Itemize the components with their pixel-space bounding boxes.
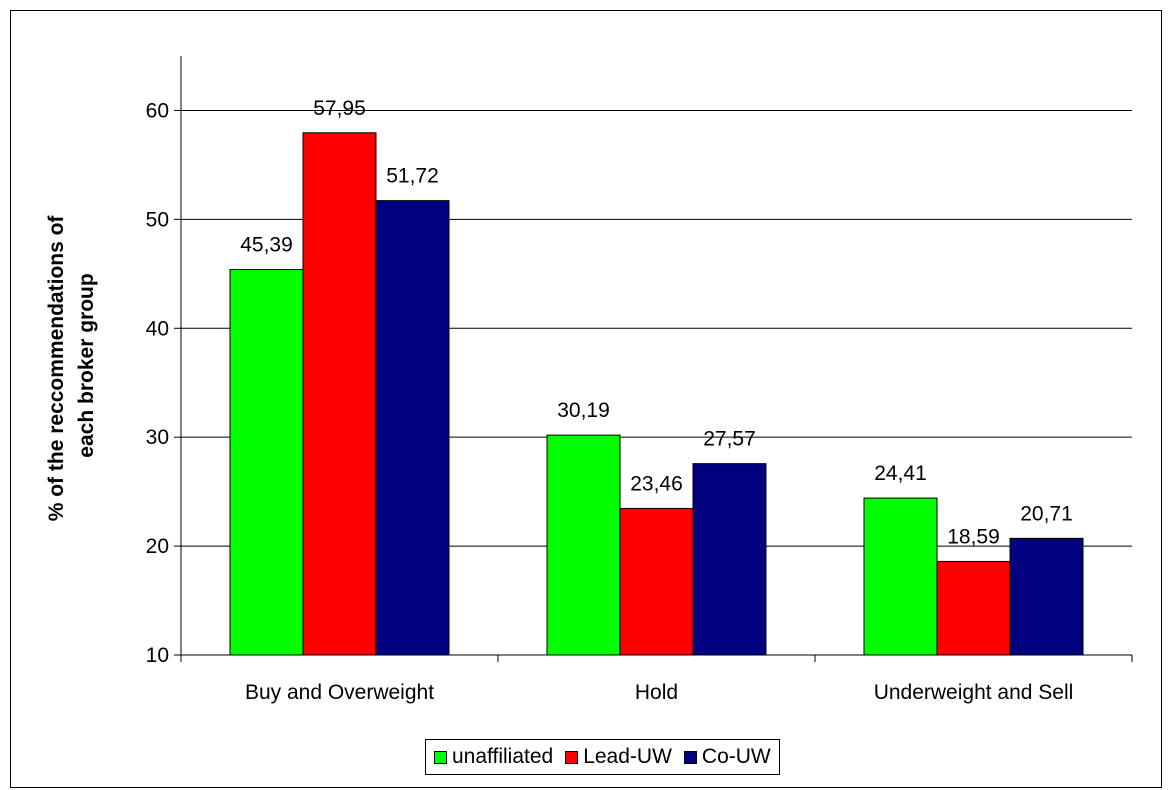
x-tick-label-2: Underweight and Sell: [874, 681, 1074, 704]
y-tick-label-20: 20: [146, 535, 169, 558]
legend-label-unaffiliated: unaffiliated: [452, 745, 554, 768]
legend-label-co-uw: Co-UW: [701, 745, 771, 768]
y-axis-title-line-2: each broker group: [75, 273, 98, 457]
bar-0-1: [302, 132, 377, 656]
bars: [229, 132, 1084, 656]
data-label-2-1: 18,59: [947, 525, 1000, 548]
chart-frame: 10 20 30 40 50 60 Buy and Overweight 45,39 57,95…: [10, 10, 1162, 788]
bar-0-2: [375, 200, 450, 656]
y-tick-label-50: 50: [146, 208, 169, 231]
y-tick-label-40: 40: [146, 317, 169, 340]
legend-swatch-co-uw: [683, 750, 697, 764]
axes: [174, 56, 1133, 662]
legend-item-co-uw: Co-UW: [683, 745, 771, 769]
data-label-1-0: 30,19: [557, 399, 610, 422]
bar-chart: 10 20 30 40 50 60 Buy and Overweight 45,39 57,95…: [45, 56, 1133, 704]
data-label-0-0: 45,39: [240, 234, 293, 257]
bar-1-1: [619, 507, 694, 656]
data-label-2-0: 24,41: [874, 462, 927, 485]
bar-1-2: [692, 463, 767, 656]
legend-item-lead-uw: Lead-UW: [565, 745, 672, 769]
y-tick-label-60: 60: [146, 99, 169, 122]
bar-2-2: [1009, 537, 1084, 656]
labels: 10 20 30 40 50 60 Buy and Overweight 45,39 57,95…: [146, 97, 1074, 704]
data-label-1-2: 27,57: [703, 428, 756, 451]
legend-label-lead-uw: Lead-UW: [583, 745, 672, 768]
legend-item-unaffiliated: unaffiliated: [434, 745, 553, 769]
y-tick-label-10: 10: [146, 644, 169, 667]
y-axis-title-line-1: % of the reccommendations of: [45, 215, 68, 522]
bar-1-0: [546, 434, 621, 656]
bar-2-0: [863, 497, 938, 656]
bar-0-0: [229, 269, 304, 656]
x-tick-label-1: Hold: [635, 681, 678, 704]
data-label-0-1: 57,95: [313, 97, 366, 120]
legend-swatch-lead-uw: [565, 750, 579, 764]
data-label-1-1: 23,46: [630, 472, 683, 495]
y-tick-label-30: 30: [146, 426, 169, 449]
x-tick-label-0: Buy and Overweight: [245, 681, 434, 704]
data-label-2-2: 20,71: [1020, 502, 1073, 525]
bar-2-1: [936, 560, 1011, 656]
data-label-0-2: 51,72: [386, 165, 439, 188]
y-axis-title: % of the reccommendations of each broker…: [45, 210, 98, 522]
legend: unaffiliated Lead-UW Co-UW: [425, 739, 780, 775]
legend-swatch-unaffiliated: [434, 750, 447, 764]
